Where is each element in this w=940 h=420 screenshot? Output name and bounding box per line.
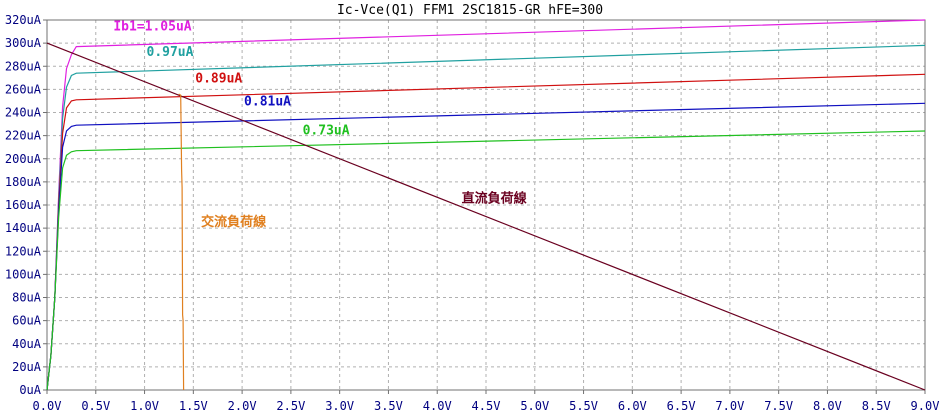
x-tick-label-13: 6.5V xyxy=(667,399,696,413)
y-tick-label-13: 260uA xyxy=(5,82,42,96)
x-tick-label-4: 2.0V xyxy=(228,399,257,413)
y-tick-label-5: 100uA xyxy=(5,267,42,281)
y-tick-label-7: 140uA xyxy=(5,221,42,235)
y-tick-label-12: 240uA xyxy=(5,106,42,120)
series-line-6 xyxy=(178,93,185,391)
x-tick-label-0: 0.0V xyxy=(33,399,62,413)
y-tick-label-6: 120uA xyxy=(5,244,42,258)
y-tick-label-14: 280uA xyxy=(5,59,42,73)
y-tick-label-3: 60uA xyxy=(12,314,42,328)
y-tick-label-8: 160uA xyxy=(5,198,42,212)
series-label-3: 0.81uA xyxy=(244,95,291,110)
y-tick-label-16: 320uA xyxy=(5,13,42,27)
x-tick-label-10: 5.0V xyxy=(520,399,549,413)
x-tick-label-18: 9.0V xyxy=(911,399,940,413)
x-tick-label-6: 3.0V xyxy=(325,399,354,413)
series-label-5: 直流負荷線 xyxy=(462,191,528,207)
x-tick-label-17: 8.5V xyxy=(862,399,891,413)
x-tick-label-7: 3.5V xyxy=(374,399,403,413)
series-label-4: 0.73uA xyxy=(303,123,350,138)
chart-title: Ic-Vce(Q1) FFM1 2SC1815-GR hFE=300 xyxy=(337,3,603,18)
x-tick-label-3: 1.5V xyxy=(179,399,208,413)
series-label-6: 交流負荷線 xyxy=(201,214,267,230)
y-tick-label-10: 200uA xyxy=(5,152,42,166)
y-tick-label-1: 20uA xyxy=(12,360,42,374)
x-tick-label-11: 5.5V xyxy=(569,399,598,413)
x-tick-label-12: 6.0V xyxy=(618,399,647,413)
series-label-2: 0.89uA xyxy=(195,71,242,86)
axes: 0.0V 0.5V 1.0V 1.5V 2.0V 2.5V 3.0V 3.5V 4.0V 4.5V… xyxy=(5,13,940,413)
y-tick-label-2: 40uA xyxy=(12,337,42,351)
x-tick-label-1: 0.5V xyxy=(81,399,110,413)
y-tick-label-11: 220uA xyxy=(5,129,42,143)
x-tick-label-14: 7.0V xyxy=(715,399,744,413)
series-line-5 xyxy=(46,42,926,391)
x-tick-label-15: 7.5V xyxy=(764,399,793,413)
series-label-0: Ib1=1.05uA xyxy=(113,19,191,34)
series-label-1: 0.97uA xyxy=(147,45,194,60)
y-tick-label-15: 300uA xyxy=(5,36,42,50)
x-tick-label-8: 4.0V xyxy=(423,399,452,413)
x-tick-label-2: 1.0V xyxy=(130,399,159,413)
y-tick-label-0: 0uA xyxy=(19,383,41,397)
series-group xyxy=(46,19,926,391)
series-line-4 xyxy=(46,130,926,391)
y-tick-label-9: 180uA xyxy=(5,175,42,189)
x-tick-label-9: 4.5V xyxy=(472,399,501,413)
y-tick-label-4: 80uA xyxy=(12,291,42,305)
x-tick-label-16: 8.0V xyxy=(813,399,842,413)
x-tick-label-5: 2.5V xyxy=(276,399,305,413)
